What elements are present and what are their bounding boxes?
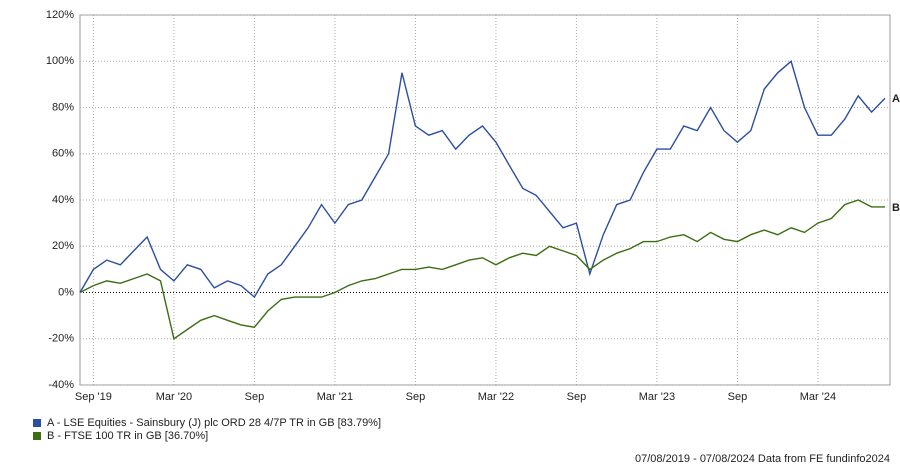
y-tick-label: 0%: [58, 286, 74, 298]
x-tick-label: Sep: [728, 391, 748, 403]
y-tick-label: 20%: [52, 240, 74, 252]
series-line: [79, 60, 886, 299]
series-line: [79, 199, 885, 340]
footer: 07/08/2019 - 07/08/2024 Data from FE fun…: [635, 453, 890, 465]
x-tick-label: Sep: [567, 391, 587, 403]
y-tick-label: 120%: [46, 9, 74, 21]
y-tick-label: 80%: [52, 101, 74, 113]
x-tick-label: Mar '20: [156, 391, 192, 403]
series-end-label: B: [892, 202, 900, 214]
legend-label: B - FTSE 100 TR in GB [36.70%]: [47, 430, 208, 442]
legend-label: A - LSE Equities - Sainsbury (J) plc ORD…: [47, 417, 381, 429]
y-tick-label: -20%: [48, 333, 74, 345]
y-tick-label: -40%: [48, 379, 74, 391]
x-tick-label: Mar '22: [478, 391, 514, 403]
x-tick-label: Sep '19: [75, 391, 112, 403]
series-end-label: A: [892, 93, 900, 105]
y-tick-label: 40%: [52, 194, 74, 206]
y-tick-label: 100%: [46, 55, 74, 67]
legend-swatch: [33, 419, 41, 427]
x-tick-label: Mar '24: [800, 391, 836, 403]
x-tick-label: Sep: [245, 391, 265, 403]
x-tick-label: Mar '23: [639, 391, 675, 403]
x-tick-label: Mar '21: [317, 391, 353, 403]
legend-swatch: [33, 432, 41, 440]
x-tick-label: Sep: [406, 391, 426, 403]
y-tick-label: 60%: [52, 148, 74, 160]
